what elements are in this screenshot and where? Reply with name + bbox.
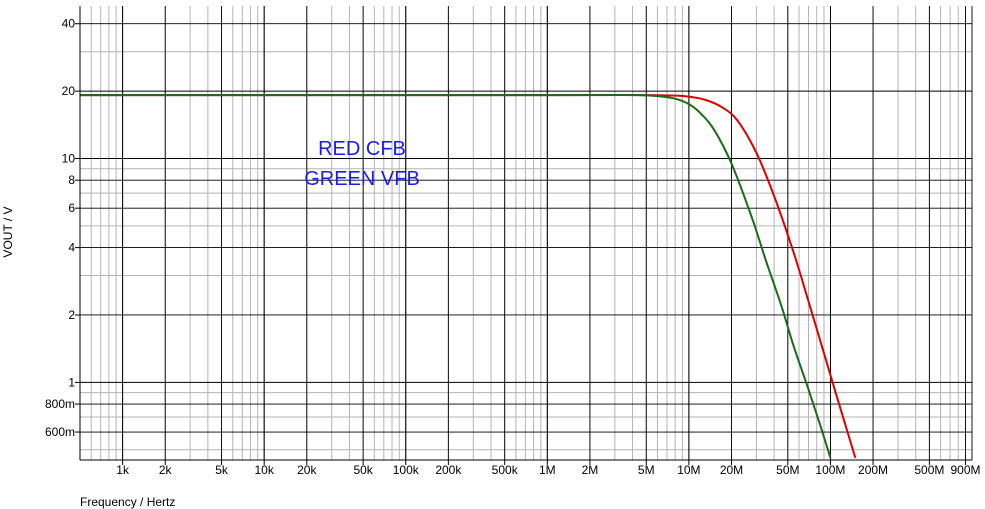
series-line-green	[80, 94, 832, 459]
x-tick-label: 20M	[720, 463, 743, 477]
y-tick-label: 600m	[45, 425, 75, 439]
x-tick-label: 200k	[435, 463, 462, 477]
x-tick-label: 5k	[215, 463, 229, 477]
x-tick-label: 1M	[539, 463, 556, 477]
y-tick-label: 20	[62, 84, 76, 98]
annotation-green-vfb: GREEN VFB	[304, 168, 420, 190]
y-tick-label: 800m	[45, 397, 75, 411]
y-tick-label: 40	[62, 17, 76, 31]
y-tick-label: 10	[62, 152, 76, 166]
series-layer	[80, 94, 857, 459]
y-tick-label: 8	[68, 173, 75, 187]
x-tick-label: 2k	[159, 463, 173, 477]
x-tick-label: 900M	[951, 463, 981, 477]
y-tick-label: 4	[68, 241, 75, 255]
x-tick-label: 100k	[393, 463, 420, 477]
y-axis-title: VOUT / V	[1, 206, 15, 257]
x-tick-label: 50M	[776, 463, 799, 477]
x-tick-label: 50k	[353, 463, 373, 477]
x-tick-label: 5M	[638, 463, 655, 477]
x-tick-label: 500k	[492, 463, 519, 477]
x-tick-labels: 1k 2k 5k 10k 20k 50k 100k 200k 500k 1M 2M 5M 10M 20M 5…	[116, 463, 980, 477]
x-axis-title: Frequency / Hertz	[80, 495, 175, 509]
annotation-red-cfb: RED CFB	[318, 138, 406, 160]
x-tick-label: 2M	[582, 463, 599, 477]
y-tick-label: 1	[68, 375, 75, 389]
x-tick-label: 10k	[254, 463, 274, 477]
y-tick-label: 6	[68, 201, 75, 215]
x-tick-label: 20k	[297, 463, 317, 477]
x-tick-label: 500M	[914, 463, 944, 477]
x-tick-label: 10M	[677, 463, 700, 477]
x-tick-label: 100M	[815, 463, 845, 477]
axes	[75, 6, 972, 465]
major-grid	[80, 6, 973, 460]
x-tick-label: 200M	[858, 463, 888, 477]
y-tick-label: 2	[68, 308, 75, 322]
y-tick-labels: 600m 800m 1 2 4 6 8 10 20 40	[45, 17, 75, 439]
x-tick-label: 1k	[116, 463, 130, 477]
